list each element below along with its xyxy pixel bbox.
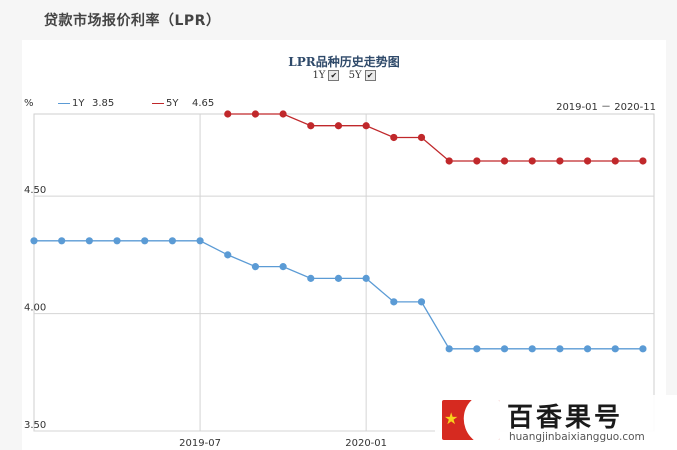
legend-1y-swatch [58,102,70,104]
data-point-5y [639,157,647,165]
data-point-5y [307,122,315,130]
toggle-1y[interactable]: 1Y ✔ [312,70,340,81]
data-point-1y [279,263,287,271]
data-point-1y [639,345,647,353]
y-tick-label: 3.50 [24,420,46,431]
unit-label: % [24,98,34,109]
data-point-5y [362,122,370,130]
data-point-1y [85,237,93,245]
data-point-5y [390,133,398,142]
data-point-1y [168,237,176,245]
data-point-5y [224,110,232,118]
watermark-brand: 百香果号 [507,403,624,433]
data-point-5y [334,122,343,130]
lpr-line-chart: 4.50 4.00 3.50 2019-07 2020-01 [24,110,655,449]
legend-1y: 1Y [58,98,84,109]
data-point-5y [473,157,481,165]
toggle-5y[interactable]: 5Y ✔ [349,70,376,81]
data-point-5y [583,157,592,165]
watermark: ★ 百香果号 huangjinbaixiangguo.com [435,395,677,450]
data-point-1y [500,345,509,353]
data-point-1y [390,298,398,306]
data-point-5y [445,157,453,165]
data-point-1y [445,345,453,353]
data-point-1y [334,274,343,282]
data-point-1y [362,274,370,282]
series-line-5y [227,113,643,162]
legend-1y-name: 1Y [72,98,85,109]
data-point-1y [113,237,121,245]
data-point-1y [473,345,481,353]
data-point-1y [224,251,232,259]
star-icon: ★ [444,409,459,428]
data-point-5y [417,133,426,142]
data-point-1y [528,345,536,353]
watermark-url: huangjinbaixiangguo.com [509,431,645,443]
data-point-1y [196,237,204,245]
chart-title: LPR品种历史走势图 [288,55,400,69]
date-range: 2019-01 － 2020-11 [556,102,656,113]
data-point-1y [58,237,66,245]
data-point-1y [307,274,315,282]
page-title: 贷款市场报价利率（LPR） [44,13,221,29]
chart-panel: LPR品种历史走势图 1Y ✔ 5Y ✔ % 1Y 3.85 5Y 4.65 2… [22,40,666,450]
legend-row: % 1Y 3.85 5Y 4.65 2019-01 － 2020-11 [22,98,666,113]
data-point-1y [417,298,426,306]
data-point-5y [528,157,536,165]
toggle-5y-label: 5Y [348,70,362,81]
checkbox-5y[interactable]: ✔ [364,70,376,81]
data-point-5y [251,110,260,118]
y-tick-label: 4.00 [24,303,46,314]
data-point-1y [583,345,592,353]
legend-5y: 5Y [152,98,178,109]
data-point-1y [556,345,564,353]
data-point-1y [30,237,38,245]
data-point-5y [556,157,564,165]
watermark-logo: ★ [442,400,500,440]
x-tick-label: 2019-07 [179,438,221,449]
checkbox-1y[interactable]: ✔ [328,70,340,81]
y-tick-label: 4.50 [24,185,46,196]
legend-5y-value: 4.65 [192,98,215,109]
data-point-5y [279,110,287,118]
data-point-5y [611,157,619,165]
data-point-1y [251,263,260,271]
data-point-1y [611,345,619,353]
legend-5y-swatch [152,102,164,104]
x-tick-label: 2020-01 [345,438,387,449]
toggle-1y-label: 1Y [312,70,326,81]
data-point-1y [141,237,149,245]
legend-1y-value: 3.85 [92,98,115,109]
series-toggles: 1Y ✔ 5Y ✔ [22,70,666,81]
series-line-1y [34,240,643,350]
data-point-5y [500,157,509,165]
legend-5y-name: 5Y [166,98,179,109]
